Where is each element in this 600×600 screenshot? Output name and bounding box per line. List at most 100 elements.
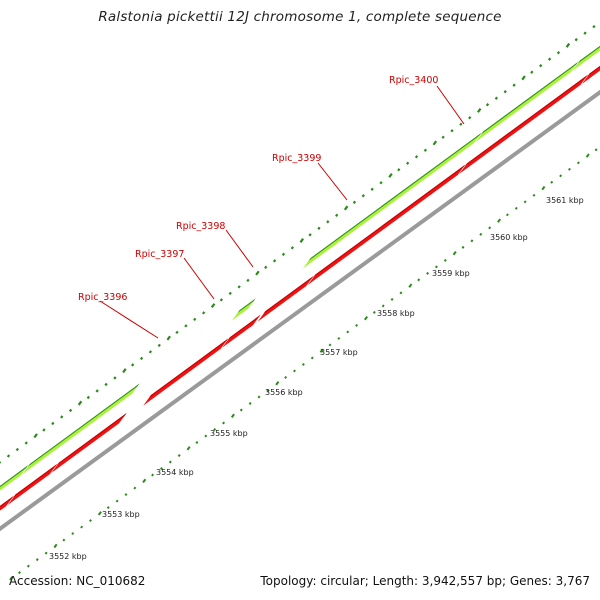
lower-tick: [44, 551, 48, 555]
scale-label-3555: 3555 kbp: [210, 429, 248, 438]
upper-tick: [33, 433, 38, 439]
upper-tick: [255, 270, 260, 276]
lower-tick: [133, 486, 137, 490]
forward-gene: [572, 45, 600, 72]
lower-tick: [248, 401, 252, 405]
label-leader-line: [436, 85, 465, 125]
lower-tick: [319, 348, 324, 353]
upper-tick: [352, 200, 357, 204]
upper-tick: [6, 454, 11, 458]
lower-tick: [106, 506, 110, 510]
upper-tick: [86, 395, 90, 400]
lower-tick: [257, 395, 261, 399]
upper-tick: [237, 285, 241, 289]
lower-tick: [151, 473, 155, 477]
upper-tick: [370, 187, 374, 191]
upper-tick: [51, 421, 55, 426]
reverse-gene: [257, 275, 314, 322]
lower-tick: [576, 161, 580, 165]
lower-tick: [434, 265, 438, 269]
upper-tick: [388, 172, 393, 178]
upper-tick: [77, 400, 83, 406]
lower-tick: [89, 519, 92, 523]
gene-track: [0, 45, 600, 511]
upper-tick: [521, 75, 526, 81]
forward-gene: [231, 298, 256, 321]
label-leader-line: [317, 162, 348, 201]
upper-tick: [423, 148, 428, 152]
upper-tick: [184, 324, 188, 328]
lower-tick: [177, 454, 181, 457]
lower-tick: [479, 232, 483, 236]
lower-tick: [568, 167, 571, 171]
upper-tick: [148, 350, 153, 354]
upper-tick: [512, 83, 516, 87]
lower-tick: [35, 558, 39, 562]
scale-label-3556: 3556 kbp: [265, 388, 303, 397]
lower-tick: [505, 213, 509, 217]
lower-tick: [497, 218, 502, 223]
upper-tick: [15, 447, 19, 452]
upper-tick: [264, 265, 268, 269]
lower-tick: [230, 413, 235, 418]
upper-tick: [441, 135, 445, 139]
lower-tick: [168, 460, 172, 464]
scale-label-3561: 3561 kbp: [546, 196, 584, 205]
summary-text: Topology: circular; Length: 3,942,557 bp…: [260, 574, 590, 588]
lower-tick: [222, 421, 225, 425]
scale-label-3558: 3558 kbp: [377, 309, 415, 318]
lower-tick: [594, 148, 598, 152]
upper-tick: [166, 335, 171, 341]
lower-tick: [80, 525, 84, 529]
upper-tick: [556, 51, 561, 55]
upper-tick: [459, 122, 463, 126]
scale-label-3560: 3560 kbp: [490, 233, 528, 242]
upper-tick: [450, 129, 454, 133]
lower-tick: [275, 381, 280, 386]
lower-tick: [239, 408, 243, 412]
gene-label-rpic-3399: Rpic_3399: [272, 153, 321, 164]
upper-tick: [406, 161, 410, 165]
lower-tick: [71, 532, 75, 536]
gene-label-rpic-3398: Rpic_3398: [176, 221, 225, 232]
scale-label-3559: 3559 kbp: [432, 269, 470, 278]
lower-tick: [186, 446, 191, 451]
accession-text: Accession: NC_010682: [9, 574, 146, 588]
gene-label-rpic-3400: Rpic_3400: [389, 75, 438, 86]
lower-tick: [488, 226, 492, 230]
upper-tick: [131, 363, 135, 367]
upper-tick: [228, 291, 232, 296]
upper-tick: [219, 298, 223, 302]
lower-tick: [328, 343, 332, 347]
upper-tick: [60, 415, 64, 419]
lower-tick: [408, 283, 413, 288]
label-leaders: [99, 85, 465, 339]
lower-tick: [301, 362, 305, 366]
upper-tick: [539, 64, 543, 68]
lower-tick: [559, 174, 563, 178]
upper-tick: [432, 140, 438, 146]
upper-tick: [565, 42, 571, 48]
upper-tick: [42, 428, 46, 432]
lower-tick: [18, 571, 21, 575]
upper-tick: [175, 330, 179, 335]
upper-tick: [547, 57, 552, 61]
upper-tick: [485, 103, 490, 107]
upper-tick: [246, 278, 250, 283]
lower-tick: [204, 434, 208, 438]
lower-tick: [372, 310, 376, 314]
upper-tick: [24, 441, 28, 445]
upper-tick: [335, 213, 339, 217]
upper-tick: [122, 368, 127, 374]
upper-tick: [530, 70, 534, 74]
upper-tick: [592, 24, 596, 29]
lower-tick: [310, 356, 314, 360]
upper-tick: [326, 220, 330, 224]
upper-tick: [574, 38, 578, 42]
lower-tick: [159, 467, 163, 471]
lower-tick: [293, 369, 296, 373]
scale-label-3552: 3552 kbp: [49, 552, 87, 561]
lower-tick: [426, 271, 430, 275]
lower-tick: [284, 375, 288, 379]
upper-tick: [210, 303, 216, 309]
